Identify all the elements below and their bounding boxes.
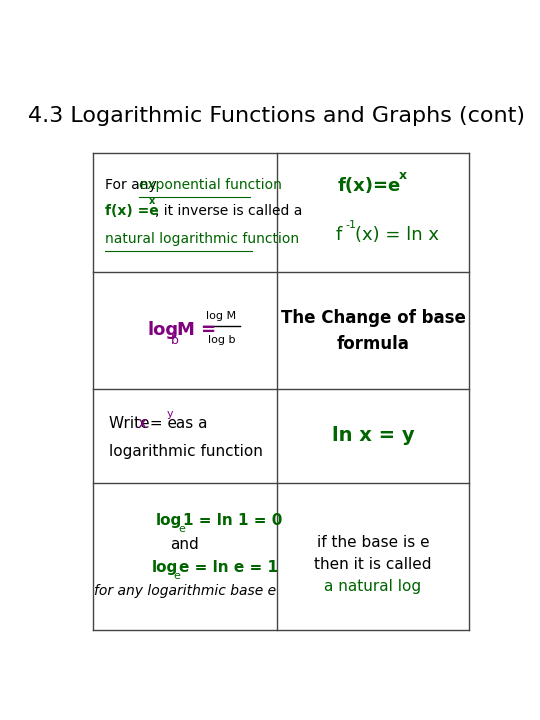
Text: natural logarithmic function: natural logarithmic function (105, 232, 299, 246)
Text: formula: formula (336, 336, 409, 354)
Text: log: log (152, 560, 178, 575)
Text: x: x (138, 416, 147, 431)
Text: Write: Write (109, 416, 155, 431)
Text: (x) = ln x: (x) = ln x (355, 225, 440, 243)
Text: The Change of base: The Change of base (281, 309, 465, 327)
Text: if the base is e: if the base is e (316, 535, 429, 550)
Text: log: log (156, 513, 183, 528)
Text: log b: log b (208, 336, 235, 346)
Text: f(x) =e: f(x) =e (105, 204, 159, 218)
Text: a natural log: a natural log (325, 580, 422, 594)
Text: f: f (335, 225, 342, 243)
Text: log M: log M (206, 312, 237, 321)
Text: and: and (170, 536, 199, 552)
Text: x: x (149, 196, 156, 206)
Text: as a: as a (171, 416, 208, 431)
Text: b: b (171, 334, 179, 347)
Text: then it is called: then it is called (314, 557, 432, 572)
Text: e: e (178, 523, 185, 534)
Text: x: x (399, 169, 407, 182)
Text: logarithmic function: logarithmic function (109, 444, 263, 459)
Text: e = ln e = 1: e = ln e = 1 (179, 560, 278, 575)
Text: exponential function: exponential function (139, 178, 282, 192)
Text: y: y (167, 409, 174, 419)
Text: 1 = ln 1 = 0: 1 = ln 1 = 0 (184, 513, 283, 528)
Text: e: e (174, 571, 181, 580)
Text: , it inverse is called a: , it inverse is called a (154, 204, 302, 218)
Text: = e: = e (145, 416, 177, 431)
Text: 4.3 Logarithmic Functions and Graphs (cont): 4.3 Logarithmic Functions and Graphs (co… (28, 106, 525, 126)
Text: M =: M = (177, 321, 222, 339)
Text: for any logarithmic base e: for any logarithmic base e (93, 584, 276, 598)
Text: log: log (147, 321, 178, 339)
Text: For any: For any (105, 178, 161, 192)
Text: f(x)=e: f(x)=e (337, 177, 401, 195)
Text: ln x = y: ln x = y (332, 426, 414, 445)
Text: -1: -1 (346, 220, 356, 230)
